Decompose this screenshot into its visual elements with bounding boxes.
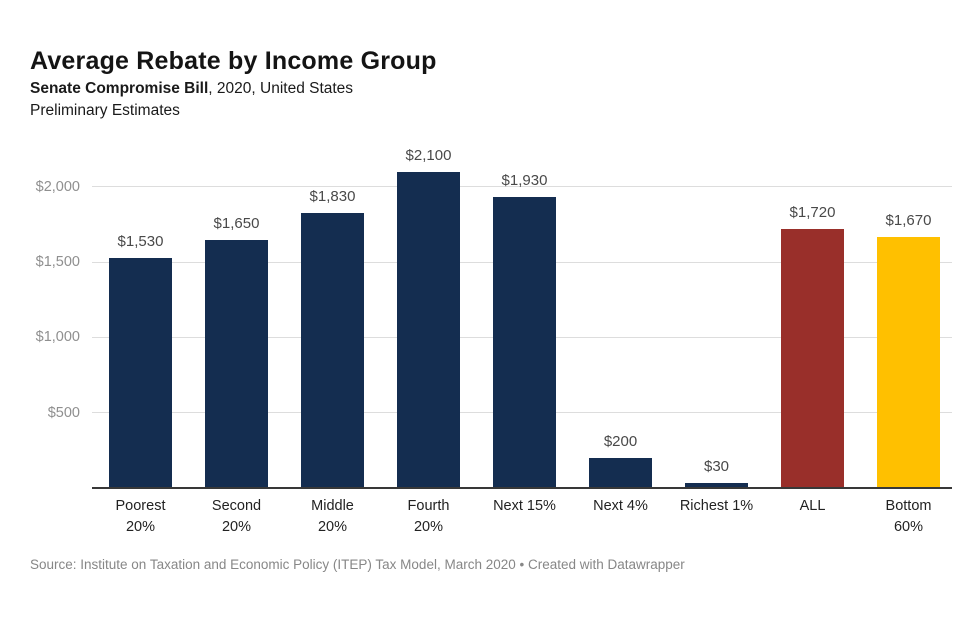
- x-axis-category-label: Second 20%: [211, 498, 262, 535]
- bar: [685, 483, 748, 488]
- bar: [877, 236, 940, 488]
- x-axis-category-label: Richest 1%: [679, 498, 754, 514]
- x-axis-category-label: ALL: [799, 498, 826, 514]
- x-axis-category-label: Bottom 60%: [885, 498, 932, 535]
- bar-value-label: $1,670: [885, 211, 932, 229]
- bar-value-label: $200: [603, 432, 638, 450]
- bar-value-label: $1,530: [117, 232, 164, 250]
- x-axis-category-label: Next 4%: [593, 498, 648, 514]
- bar-value-label: $2,100: [405, 146, 452, 164]
- bar: [493, 197, 556, 488]
- x-axis-category-label: Middle 20%: [311, 498, 354, 535]
- source-credit-line: Source: Institute on Taxation and Econom…: [30, 557, 685, 572]
- y-tick-label: $500: [47, 404, 80, 421]
- bar: [589, 457, 652, 488]
- subtitle-line-2: Preliminary Estimates: [30, 102, 180, 119]
- y-gridline: [92, 186, 952, 188]
- x-axis-line: [92, 487, 952, 489]
- x-axis-category-label: Poorest 20%: [115, 498, 166, 535]
- bar-value-label: $1,830: [309, 187, 356, 205]
- bar: [301, 212, 364, 488]
- bar: [205, 239, 268, 488]
- subtitle-context: , 2020, United States: [208, 80, 354, 97]
- y-tick-label: $1,000: [35, 329, 80, 346]
- chart-subtitle: Senate Compromise Bill, 2020, United Sta…: [30, 78, 353, 122]
- subtitle-bill-name: Senate Compromise Bill: [30, 80, 209, 97]
- y-tick-label: $1,500: [35, 254, 80, 271]
- x-axis-category-label: Next 15%: [493, 498, 556, 514]
- y-tick-label: $2,000: [35, 178, 80, 195]
- x-axis-category-label: Fourth 20%: [407, 498, 450, 535]
- subtitle-line-1: Senate Compromise Bill, 2020, United Sta…: [30, 78, 353, 100]
- bar: [397, 171, 460, 488]
- bar: [109, 257, 172, 488]
- bar-value-label: $1,720: [789, 204, 836, 222]
- bar-value-label: $1,650: [213, 214, 260, 232]
- bar-value-label: $1,930: [501, 172, 548, 190]
- chart-title: Average Rebate by Income Group: [30, 46, 437, 75]
- bar: [781, 229, 844, 488]
- bar-value-label: $30: [703, 458, 730, 476]
